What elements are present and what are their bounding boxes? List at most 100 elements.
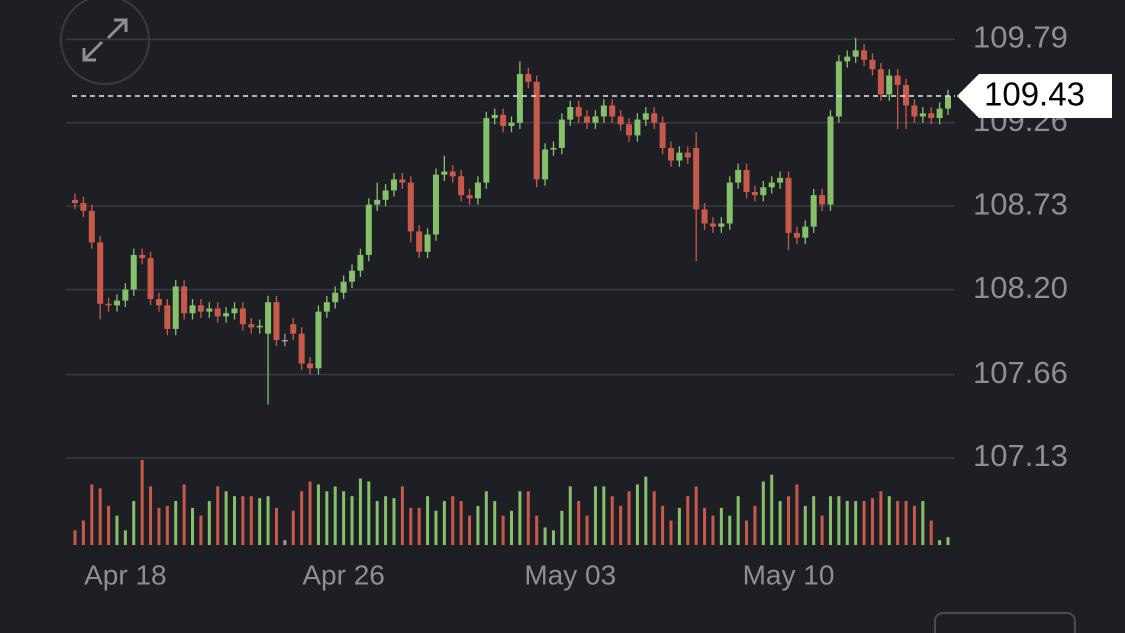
volume-bar	[358, 478, 362, 545]
candle-body	[416, 231, 423, 252]
volume-bar	[274, 507, 278, 545]
volume-bar	[652, 491, 656, 545]
candle-body	[508, 122, 515, 126]
volume-bar	[426, 496, 430, 545]
candle-body	[525, 73, 532, 82]
candle-body	[458, 176, 465, 196]
volume-bar	[333, 486, 337, 545]
candle-body	[307, 363, 314, 369]
volume-bar	[140, 460, 144, 545]
volume-bar	[602, 486, 606, 545]
volume-bar	[476, 505, 480, 545]
volume-bar	[854, 501, 858, 545]
volume-bar	[316, 484, 320, 545]
y-tick-label: 107.66	[973, 355, 1068, 390]
candle-body	[550, 147, 557, 150]
volume-bar	[241, 496, 245, 545]
volume-bar	[367, 481, 371, 545]
volume-bar	[862, 501, 866, 545]
volume-bar	[946, 537, 950, 545]
candle-body	[323, 302, 330, 312]
volume-bar	[661, 505, 665, 545]
candle-body	[928, 113, 935, 119]
volume-bar	[694, 486, 698, 545]
volume-bar	[887, 496, 891, 545]
candle-body	[80, 203, 87, 211]
volume-bar	[484, 491, 488, 545]
candle-body	[701, 209, 708, 224]
candle-body	[659, 122, 666, 148]
volume-bar	[291, 510, 295, 545]
volume-bar	[560, 510, 564, 545]
candle-body	[256, 325, 263, 328]
candle-body	[651, 113, 658, 123]
candle-body	[273, 302, 280, 340]
volume-bar	[501, 515, 505, 545]
candle-body	[626, 124, 633, 136]
volume-bar	[81, 520, 85, 545]
candle-body	[113, 300, 120, 306]
x-tick-label: May 03	[524, 559, 616, 590]
volume-bar	[434, 510, 438, 545]
volume-bar	[610, 496, 614, 545]
volume-bar	[392, 498, 396, 545]
y-tick-label: 109.79	[973, 20, 1068, 55]
volume-bar	[828, 496, 832, 545]
volume-bar	[459, 501, 463, 545]
candle-body	[735, 169, 742, 183]
volume-bar	[342, 491, 346, 545]
volume-bar	[149, 486, 153, 545]
candle-body	[97, 242, 104, 304]
volume-bar	[417, 507, 421, 545]
y-tick-label: 108.20	[973, 270, 1068, 305]
candle-body	[231, 308, 238, 314]
candle-body	[407, 182, 414, 232]
bottom-button[interactable]	[934, 612, 1076, 633]
candle-body	[869, 59, 876, 70]
volume-bar	[845, 501, 849, 545]
candle-body	[726, 182, 733, 224]
candle-body	[835, 61, 842, 117]
volume-bar	[283, 540, 287, 545]
candle-body	[265, 302, 272, 334]
candle-body	[919, 113, 926, 117]
candle-body	[558, 119, 565, 148]
candle-body	[239, 308, 246, 325]
candle-body	[575, 107, 582, 117]
candle-body	[584, 116, 591, 123]
candle-body	[374, 199, 381, 205]
candle-body	[743, 169, 750, 193]
candle-body	[760, 187, 767, 196]
volume-bar	[207, 501, 211, 545]
volume-bar	[249, 496, 253, 545]
candle-body	[315, 311, 322, 369]
candle-body	[248, 324, 255, 328]
candle-body	[567, 107, 574, 120]
candle-body	[684, 152, 691, 158]
volume-bar	[938, 540, 942, 545]
candle-body	[911, 105, 918, 117]
candle-body	[844, 56, 851, 62]
candle-body	[516, 73, 523, 123]
volume-bar	[232, 496, 236, 545]
candle-body	[886, 75, 893, 95]
candle-body	[852, 50, 859, 57]
candle-body	[72, 199, 78, 204]
volume-bar	[770, 474, 774, 545]
volume-bar	[761, 481, 765, 545]
candle-body	[172, 286, 179, 329]
volume-bar	[686, 496, 690, 545]
volume-bar	[300, 491, 304, 545]
volume-bar	[904, 501, 908, 545]
candle-body	[945, 96, 951, 109]
volume-bar	[73, 530, 77, 545]
candle-body	[382, 190, 389, 200]
volume-bar	[719, 507, 723, 545]
volume-bar	[677, 507, 681, 545]
candle-body	[751, 192, 758, 196]
volume-bar	[468, 515, 472, 545]
volume-bar	[803, 505, 807, 545]
volume-bar	[896, 501, 900, 545]
volume-bar	[216, 486, 220, 545]
